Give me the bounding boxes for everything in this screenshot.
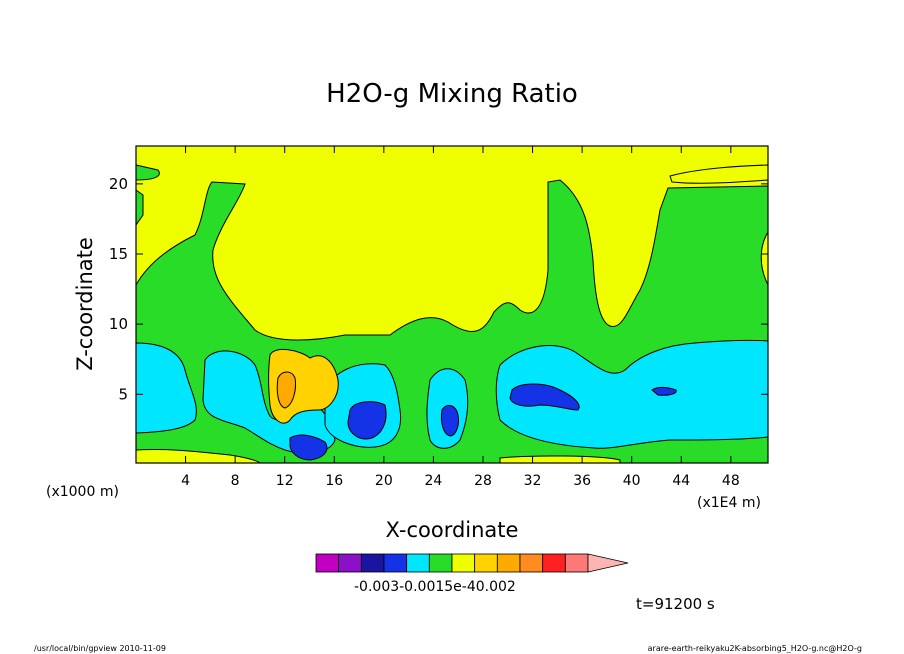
y-tick-label: 15 [109,245,128,263]
contour-cyan-left [135,342,197,434]
footer-right: arare-earth-reikyaku2K-absorbing5_H2O-g.… [648,644,862,653]
x-axis-ticks: 4 8 12 16 20 24 28 32 36 40 44 48 [181,146,740,489]
y-axis-label: Z-coordinate [73,237,97,371]
colorbar-swatch [360,553,385,573]
y-tick-label: 10 [109,315,128,333]
colorbar-swatch [496,553,521,573]
contour-cyan-center-left [202,350,336,454]
x-tick-label: 28 [474,473,492,489]
contour-blue-2 [347,401,387,440]
x-tick-label: 4 [181,473,190,489]
contour-blue-1 [289,434,328,461]
x-tick-label: 12 [276,473,294,489]
x-tick-label: 20 [375,473,393,489]
x-unit-left: (x1000 m) [46,484,119,500]
colorbar-swatch [315,553,340,573]
x-unit-right: (x1E4 m) [697,495,761,511]
contour-yellow-bottom-2 [499,455,621,464]
x-tick-label: 32 [524,473,542,489]
x-tick-label: 24 [424,473,442,489]
x-tick-label: 8 [231,473,240,489]
contour-blue-5 [651,386,677,396]
contour-fills [135,164,769,464]
x-tick-label: 16 [325,473,343,489]
contour-blue-4 [509,383,580,411]
footer-left: /usr/local/bin/gpview 2010-11-09 [34,644,166,653]
x-axis-label: X-coordinate [386,518,519,542]
colorbar-swatch [451,553,476,573]
colorbar-swatch [406,553,430,573]
colorbar-extend-arrow [587,553,629,573]
y-tick-label: 20 [109,175,128,193]
y-tick-label: 5 [118,385,128,403]
chart-title: H2O-g Mixing Ratio [326,79,578,109]
x-tick-label: 44 [672,473,690,489]
colorbar-swatch [383,553,408,573]
colorbar-tick-labels: -0.003-0.0015e-40.002 [354,579,516,595]
x-tick-label: 36 [573,473,591,489]
contour-blue-3 [440,404,459,437]
colorbar-swatch [474,553,498,573]
colorbar-swatch [564,553,589,573]
time-label: t=91200 s [636,595,715,613]
colorbar [315,553,629,573]
colorbar-swatch [428,553,453,573]
colorbar-swatch [519,553,544,573]
x-tick-label: 48 [722,473,740,489]
plot-frame [135,145,769,464]
colorbar-swatch [542,553,566,573]
contour-orange [276,371,296,409]
y-axis-ticks: 5 10 15 20 [109,175,768,403]
colorbar-swatch [338,553,362,573]
x-tick-label: 40 [623,473,641,489]
